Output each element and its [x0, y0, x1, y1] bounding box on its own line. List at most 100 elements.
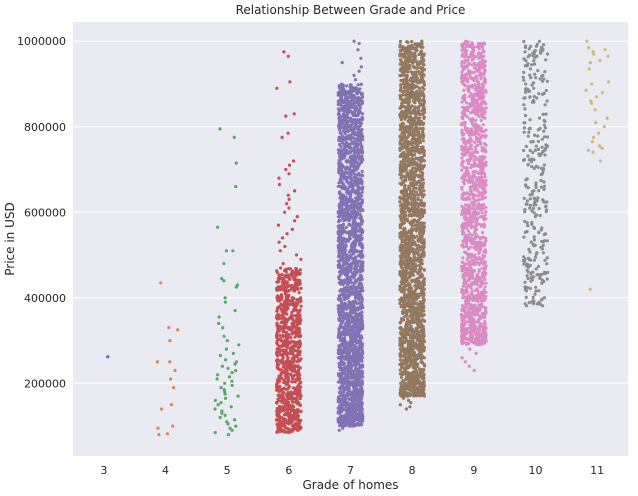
data-point [287, 384, 291, 388]
data-point [285, 403, 290, 407]
data-point [359, 313, 363, 317]
data-point [337, 164, 342, 168]
data-point [360, 144, 364, 148]
data-point [358, 377, 362, 381]
data-point [287, 206, 291, 210]
data-point [344, 125, 348, 129]
data-point [284, 376, 288, 380]
data-point [230, 383, 234, 387]
data-point [338, 249, 342, 253]
data-point [350, 290, 355, 294]
data-point [403, 315, 407, 319]
data-point [295, 308, 299, 312]
data-point [286, 54, 290, 58]
data-point [351, 341, 355, 345]
data-point [359, 236, 363, 240]
data-point [291, 404, 295, 408]
data-point [347, 331, 351, 335]
data-point [341, 426, 345, 430]
data-point [348, 370, 352, 374]
data-point [275, 336, 279, 340]
data-point [275, 378, 280, 383]
data-point [299, 304, 303, 308]
data-point [339, 266, 343, 270]
data-point [358, 259, 362, 263]
data-point [294, 326, 298, 330]
data-point [294, 421, 298, 425]
data-point [355, 213, 359, 217]
data-point [288, 303, 292, 307]
data-point [348, 383, 352, 388]
data-point [344, 225, 348, 230]
data-point [354, 405, 358, 409]
data-point [293, 355, 297, 359]
data-point [345, 84, 349, 88]
data-point [294, 389, 298, 393]
data-point [357, 124, 362, 128]
data-point [343, 289, 347, 293]
data-point [337, 112, 341, 116]
data-point [343, 184, 347, 188]
data-point [338, 259, 342, 263]
data-point [296, 365, 300, 369]
data-point [355, 271, 359, 275]
data-point [221, 326, 225, 330]
data-point [349, 280, 353, 285]
data-point [358, 243, 362, 247]
data-point [289, 336, 293, 340]
data-point [348, 146, 352, 150]
data-point [348, 266, 352, 271]
data-point [157, 433, 161, 437]
data-point [292, 412, 296, 416]
data-point [223, 396, 228, 400]
data-point [352, 232, 356, 236]
data-point [216, 403, 220, 407]
data-point [299, 385, 303, 389]
data-point [398, 301, 402, 306]
data-point [285, 289, 289, 294]
data-point [360, 322, 364, 326]
data-point [296, 414, 300, 418]
data-point [298, 397, 302, 401]
data-point [283, 413, 287, 417]
data-point [357, 129, 361, 133]
data-point [275, 354, 280, 358]
data-point [348, 142, 352, 146]
data-point [421, 337, 425, 341]
data-point [340, 134, 344, 138]
data-point [357, 69, 361, 73]
data-point [234, 424, 238, 428]
data-point [348, 412, 352, 416]
data-point [285, 232, 289, 236]
data-point [290, 227, 294, 231]
data-point [296, 371, 301, 375]
data-point [282, 417, 286, 421]
data-point [280, 396, 284, 400]
data-point [422, 121, 426, 125]
data-point [350, 274, 354, 278]
data-point [284, 287, 288, 291]
data-point [347, 208, 351, 212]
data-point [350, 261, 355, 265]
data-point [283, 368, 287, 372]
data-point [339, 420, 343, 424]
data-point [278, 422, 282, 426]
data-point [350, 311, 354, 315]
data-point [275, 269, 279, 273]
data-point [288, 267, 293, 271]
data-point [345, 287, 349, 291]
data-point [279, 288, 283, 292]
data-point [296, 384, 300, 388]
data-point [337, 428, 341, 432]
data-point [407, 128, 411, 132]
data-point [358, 341, 362, 345]
data-point [360, 310, 364, 314]
data-point [357, 155, 361, 159]
data-point [292, 358, 296, 362]
data-point [358, 301, 362, 305]
data-point [361, 246, 365, 250]
data-point [356, 196, 361, 201]
data-point [356, 83, 360, 87]
data-point [420, 155, 424, 160]
data-point [283, 310, 287, 314]
